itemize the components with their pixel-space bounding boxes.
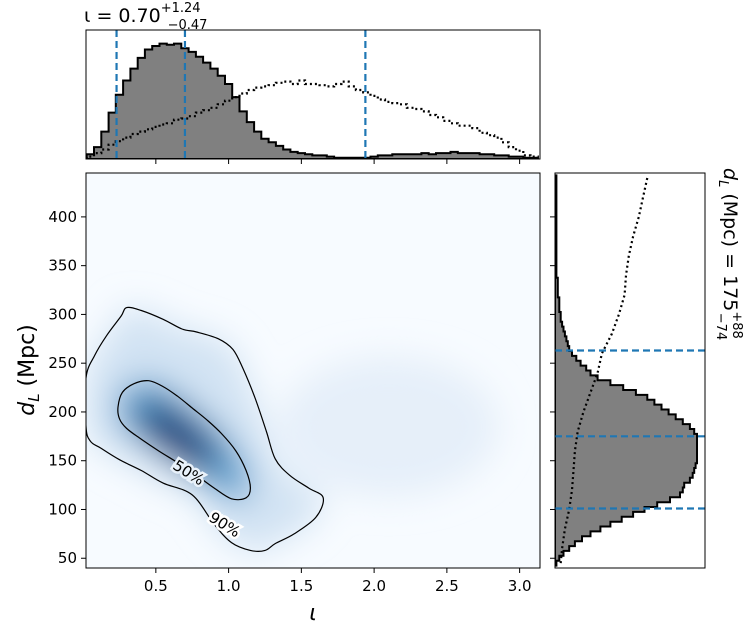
right-histogram-dotted [559, 177, 649, 564]
x-tick-label: 2.0 [362, 577, 386, 595]
x-tick-label: 3.0 [508, 577, 532, 595]
right-panel-title: dL (Mpc) = 175+88−74 [713, 168, 744, 340]
right-panel-frame [554, 172, 706, 569]
x-tick-label: 0.5 [144, 577, 168, 595]
y-tick-label: 50 [58, 549, 77, 567]
top-marginal-panel: ι = 0.70+1.24 −0.47 [84, 1, 541, 164]
contour-90-percent [86, 306, 325, 552]
y-tick-label: 100 [48, 500, 77, 518]
density-core [137, 402, 218, 471]
y-axis-label: dL (Mpc) [15, 324, 43, 416]
top-panel-title: ι = 0.70+1.24 −0.47 [84, 1, 207, 33]
contour-50-percent [117, 380, 252, 501]
right-histogram-filled [555, 174, 698, 567]
y-tick-label: 150 [48, 452, 77, 470]
x-tick-label: 1.5 [289, 577, 313, 595]
main-y-axis: 50 100 150 200 250 300 350 400 [48, 208, 86, 567]
right-quantile-lines [555, 349, 705, 510]
main-density-panel: 50% 90% 0.5 1.0 1.5 2.0 2.5 3.0 5010015020025… [15, 172, 541, 626]
right-marginal-panel: dL (Mpc) = 175+88−74 [550, 168, 744, 569]
y-tick-label: 400 [48, 208, 77, 226]
main-x-axis: 0.5 1.0 1.5 2.0 2.5 3.0 [144, 568, 532, 595]
main-panel-frame [85, 172, 541, 569]
top-histogram-dotted [86, 79, 539, 159]
y-tick-label: 250 [48, 354, 77, 372]
top-panel-ticks [155, 159, 521, 164]
y-tick-label: 300 [48, 305, 77, 323]
y-tick-label: 350 [48, 257, 77, 275]
top-panel-frame [85, 29, 541, 160]
x-tick-label: 1.0 [217, 577, 241, 595]
x-tick-label: 2.5 [435, 577, 459, 595]
right-panel-ticks [550, 216, 555, 559]
y-tick-label: 200 [48, 403, 77, 421]
density-heatmap [86, 307, 499, 552]
density-faint-tail [278, 356, 499, 497]
x-axis-label: ι [309, 601, 316, 626]
top-histogram-filled [86, 42, 539, 159]
